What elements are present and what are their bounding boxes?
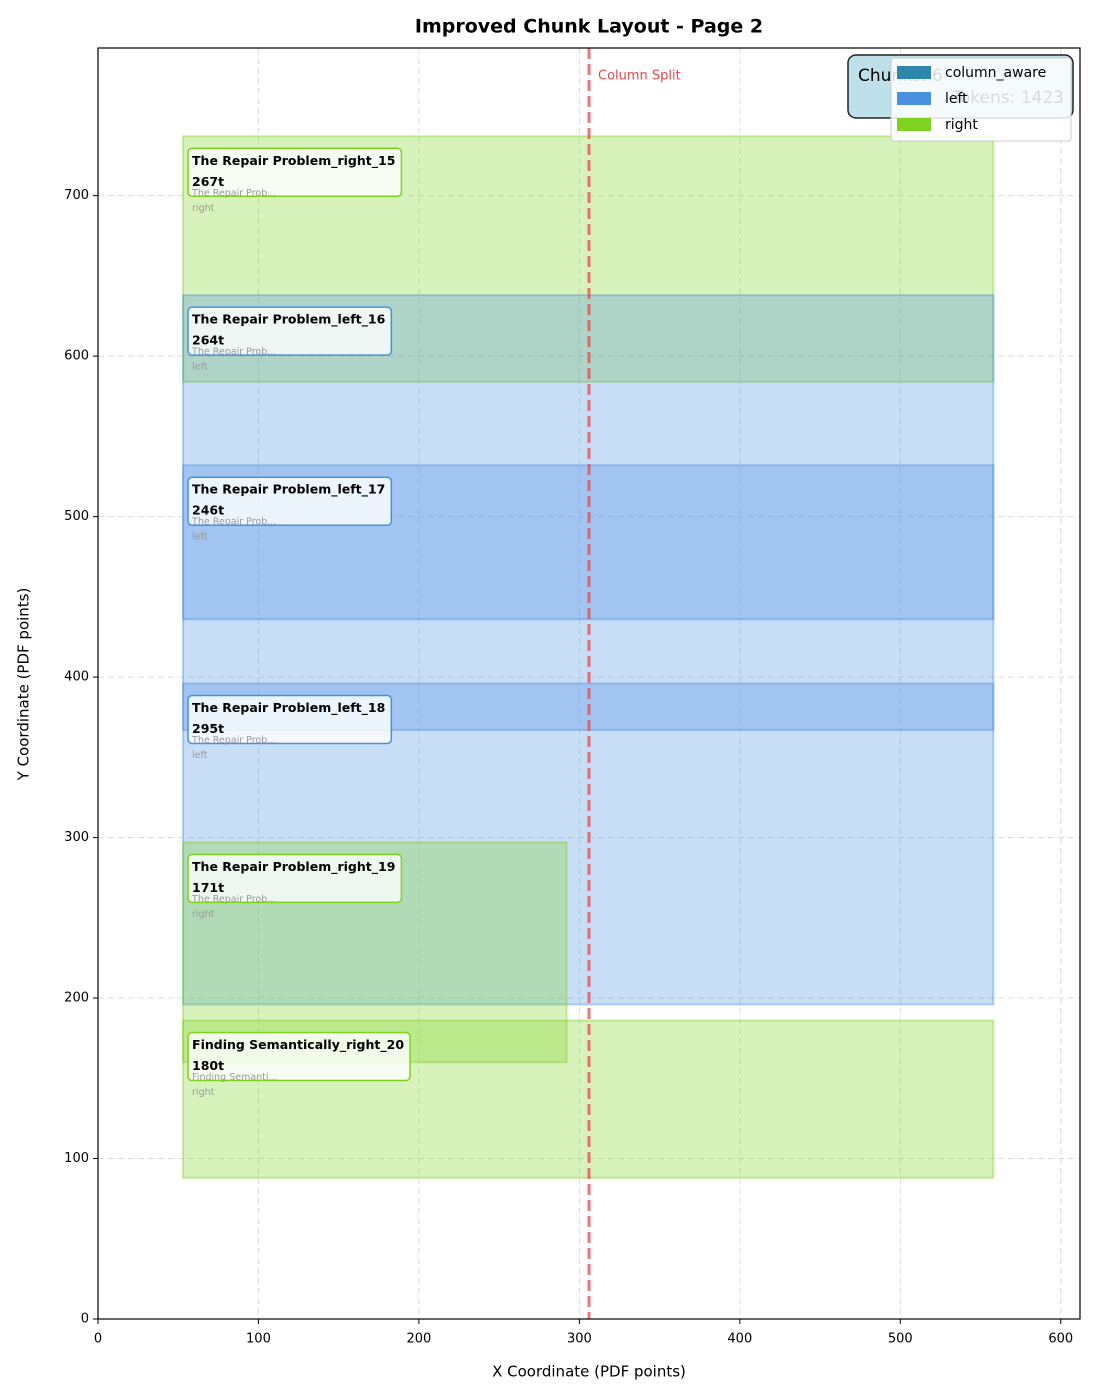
label-box (187, 306, 393, 356)
x-tick-label: 200 (407, 1332, 432, 1347)
legend-box (890, 57, 1072, 142)
chunk-snippet: The Repair Prob... (191, 894, 276, 905)
y-tick-label: 700 (64, 188, 89, 203)
label-box (187, 853, 403, 904)
legend-swatch (897, 66, 931, 79)
chunk-tokens: 180t (192, 1058, 224, 1073)
legend-swatch (897, 92, 931, 105)
y-tick-label: 100 (64, 1151, 89, 1166)
chunk-label: Finding Semantically_right_20 180tFinding… (187, 1031, 411, 1098)
x-tick-label: 600 (1048, 1332, 1073, 1347)
chunk-tokens: 267t (192, 174, 224, 189)
chunk-name: Finding Semantically_right_20 (192, 1037, 404, 1053)
y-tick-label: 200 (64, 991, 89, 1006)
chunk-tokens: 171t (192, 880, 224, 895)
legend-label: column_aware (945, 65, 1046, 81)
chunk-name: The Repair Problem_left_17 (192, 482, 385, 498)
legend-label: right (945, 117, 978, 133)
label-box (187, 476, 393, 526)
x-tick-label: 500 (888, 1332, 913, 1347)
chunk-tokens: 246t (192, 503, 224, 518)
y-tick-label: 600 (64, 349, 89, 364)
label-box (187, 1031, 411, 1082)
chunk-tokens: 295t (192, 721, 224, 736)
y-tick-label: 300 (64, 830, 89, 845)
legend-swatch (897, 118, 931, 131)
y-tick-label: 500 (64, 509, 89, 524)
chunk-name: The Repair Problem_left_18 (192, 700, 385, 716)
chunk-snippet: The Repair Prob... (191, 188, 276, 199)
split-label: Column Split (598, 69, 681, 84)
chunk-column: right (192, 203, 215, 214)
label-box (187, 147, 403, 198)
chunk-snippet: Finding Semanti... (192, 1072, 278, 1083)
frame (97, 47, 1081, 1320)
chunk-column: right (192, 909, 215, 920)
x-tick-label: 400 (727, 1332, 752, 1347)
y-tick-label: 0 (81, 1312, 89, 1327)
chunk-column: right (192, 1087, 215, 1098)
chunk-column: left (192, 750, 208, 761)
chunk-column: left (192, 362, 208, 373)
chart-title: Improved Chunk Layout - Page 2 (415, 16, 763, 38)
chunk-snippet: The Repair Prob... (191, 347, 276, 358)
legend-label: left (945, 91, 968, 107)
y-axis-label: Y Coordinate (PDF points) (15, 588, 33, 782)
chunk-tokens: 264t (192, 333, 224, 348)
chunk-name: The Repair Problem_right_19 (192, 859, 395, 875)
label-box (187, 694, 393, 745)
chunk-snippet: The Repair Prob... (191, 735, 276, 746)
x-tick-label: 0 (94, 1332, 102, 1347)
x-axis-label: X Coordinate (PDF points) (492, 1363, 686, 1381)
x-tick-label: 100 (246, 1332, 271, 1347)
chunk-snippet: The Repair Prob... (191, 517, 276, 528)
chunk-name: The Repair Problem_right_15 (192, 153, 395, 169)
chunk-column: left (192, 532, 208, 543)
chunk-name: The Repair Problem_left_16 (192, 312, 386, 328)
y-tick-label: 400 (64, 670, 89, 685)
x-tick-label: 300 (567, 1332, 592, 1347)
